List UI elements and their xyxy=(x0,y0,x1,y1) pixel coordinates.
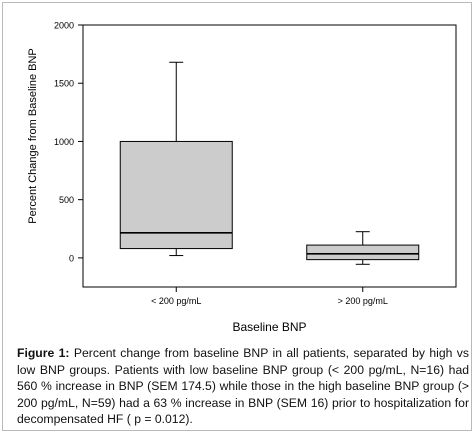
figure-caption: Figure 1: Percent change from baseline B… xyxy=(17,345,469,428)
chart-axes xyxy=(78,24,457,292)
plot-frame xyxy=(82,24,457,288)
box-group xyxy=(306,231,420,265)
y-axis-label: Percent Change from Baseline BNP xyxy=(27,48,39,223)
box-group xyxy=(119,61,233,257)
y-tick-label: 1000 xyxy=(54,137,74,147)
chart-labels: 0 500 1000 1500 2000 < 200 pg/mL > 200 pg/mL Ba… xyxy=(27,21,388,335)
y-tick-label: 0 xyxy=(69,253,74,263)
caption-text: Percent change from baseline BNP in all … xyxy=(17,346,469,426)
caption-label: Figure 1: xyxy=(17,346,70,360)
x-axis-label: Baseline BNP xyxy=(232,320,306,334)
figure-panel: 0 500 1000 1500 2000 < 200 pg/mL > 200 pg/mL Ba… xyxy=(2,2,472,431)
iqr-box xyxy=(119,140,233,250)
y-tick-label: 500 xyxy=(59,195,74,205)
iqr-box xyxy=(306,244,420,261)
y-tick-label: 2000 xyxy=(54,21,74,31)
box-plot-chart: 0 500 1000 1500 2000 < 200 pg/mL > 200 pg/mL Ba… xyxy=(27,21,457,335)
chart-marks xyxy=(119,61,420,265)
x-tick-label: > 200 pg/mL xyxy=(338,296,388,306)
y-tick-label: 1500 xyxy=(54,79,74,89)
x-tick-label: < 200 pg/mL xyxy=(151,296,201,306)
